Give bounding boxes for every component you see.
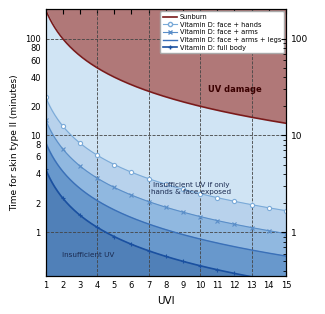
Y-axis label: Time for skin type II (minutes): Time for skin type II (minutes) xyxy=(10,74,19,211)
Text: UV damage: UV damage xyxy=(208,85,261,94)
Text: Insufficient UV if only
hands & face exposed: Insufficient UV if only hands & face exp… xyxy=(151,182,232,195)
Legend: Sunburn, Vitamin D: face + hands, Vitamin D: face + arms, Vitamin D: face + arms: Sunburn, Vitamin D: face + hands, Vitami… xyxy=(160,11,284,53)
X-axis label: UVI: UVI xyxy=(157,296,175,306)
Text: Insufficient UV: Insufficient UV xyxy=(62,252,115,258)
